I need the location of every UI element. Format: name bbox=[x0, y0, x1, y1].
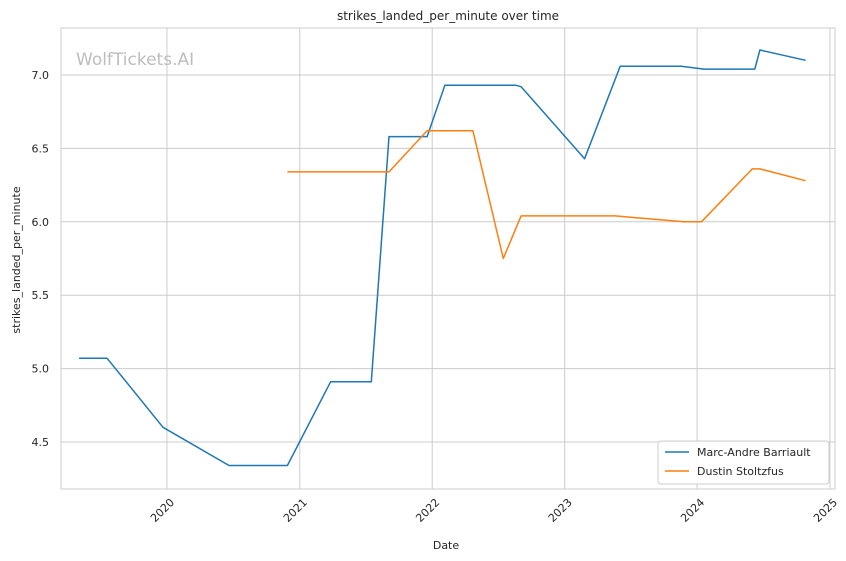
series-layer bbox=[79, 49, 806, 467]
y-tick-label: 4.5 bbox=[32, 436, 50, 449]
x-tick-label: 2025 bbox=[811, 496, 840, 525]
y-axis-label: strikes_landed_per_minute bbox=[10, 186, 23, 333]
y-tick-label: 6.5 bbox=[32, 142, 50, 155]
x-tick-label: 2022 bbox=[413, 496, 442, 525]
x-tick-label: 2023 bbox=[546, 496, 575, 525]
plot-area-background bbox=[61, 28, 835, 489]
legend-label-series-0: Marc-Andre Barriault bbox=[697, 446, 811, 459]
series-line-0 bbox=[79, 49, 806, 467]
legend-box bbox=[657, 440, 830, 485]
x-tick-labels: 2020 2021 2022 2023 2024 2025 bbox=[148, 496, 840, 525]
y-tick-label: 5.0 bbox=[32, 363, 50, 376]
plot-area-frame bbox=[60, 27, 836, 490]
x-tick-label: 2021 bbox=[281, 496, 310, 525]
chart-title: strikes_landed_per_minute over time bbox=[337, 9, 559, 23]
y-tick-label: 7.0 bbox=[32, 69, 50, 82]
grid-lines bbox=[61, 28, 835, 489]
watermark: WolfTickets.AI bbox=[76, 50, 194, 70]
y-tick-labels: 4.5 5.0 5.5 6.0 6.5 7.0 bbox=[32, 69, 50, 449]
x-tick-label: 2020 bbox=[148, 496, 177, 525]
x-axis-label: Date bbox=[433, 539, 460, 552]
series-line-1 bbox=[287, 130, 806, 260]
legend-label-series-1: Dustin Stoltzfus bbox=[697, 465, 784, 478]
x-tick-label: 2024 bbox=[678, 496, 707, 525]
legend: Marc-Andre Barriault Dustin Stoltzfus bbox=[657, 440, 830, 485]
y-tick-label: 5.5 bbox=[32, 289, 50, 302]
y-tick-label: 6.0 bbox=[32, 216, 50, 229]
